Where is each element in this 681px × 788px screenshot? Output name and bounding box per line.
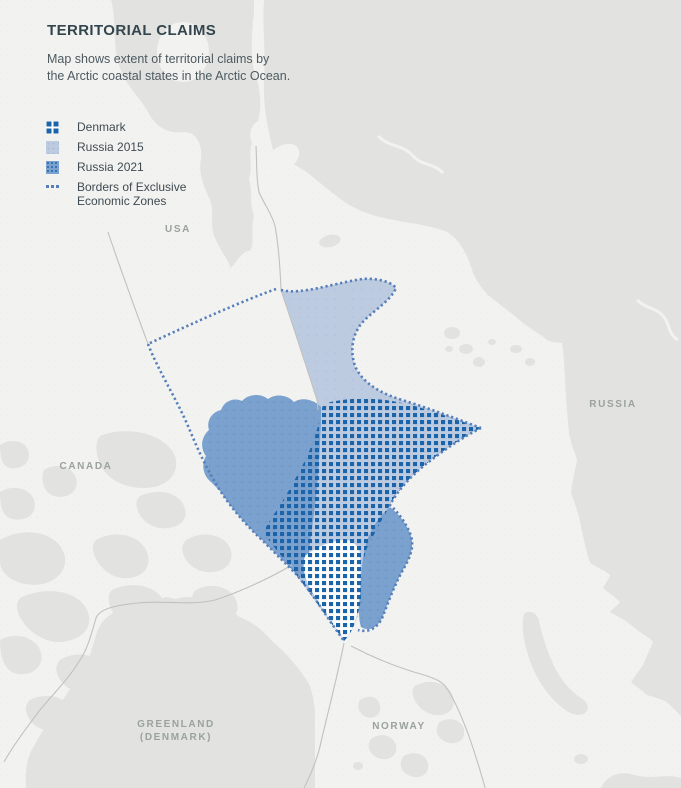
page-subtitle: Map shows extent of territorial claims b… bbox=[47, 51, 347, 85]
label-greenland-line1: GREENLAND bbox=[137, 719, 215, 730]
claims bbox=[202, 278, 481, 641]
subtitle-line2: the Arctic coastal states in the Arctic … bbox=[47, 69, 291, 83]
legend-item-russia-2021: Russia 2021 bbox=[46, 160, 186, 174]
russia-2021-swatch-icon bbox=[46, 160, 59, 174]
coastal-inlets bbox=[157, 22, 679, 342]
legend-label-denmark: Denmark bbox=[77, 120, 126, 134]
legend-label-eez: Borders of Exclusive Economic Zones bbox=[77, 180, 186, 208]
russia-2015-swatch-icon bbox=[46, 140, 59, 154]
archipelago-svalbard bbox=[353, 681, 465, 778]
legend-item-denmark: Denmark bbox=[46, 120, 186, 134]
label-greenland-line2: (DENMARK) bbox=[140, 732, 212, 743]
landmass-alaska bbox=[111, 0, 261, 268]
eez-dotted-borders bbox=[146, 277, 482, 642]
archipelago-severnaya-zemlya bbox=[444, 327, 535, 367]
legend: Denmark Russia 2015 Russia 2021 Borders … bbox=[46, 120, 186, 214]
legend-item-eez: Borders of Exclusive Economic Zones bbox=[46, 180, 186, 208]
island-novaya-zemlya bbox=[522, 611, 588, 715]
legend-label-eez-line2: Economic Zones bbox=[77, 194, 167, 208]
label-usa: USA bbox=[165, 224, 191, 235]
boundary-norway-russia bbox=[350, 645, 486, 788]
legend-label-russia-2015: Russia 2015 bbox=[77, 140, 144, 154]
subtitle-line1: Map shows extent of territorial claims b… bbox=[47, 52, 270, 66]
landmass-greenland bbox=[25, 596, 315, 788]
page-title: TERRITORIAL CLAIMS bbox=[47, 22, 217, 39]
boundary-lines bbox=[3, 145, 486, 788]
country-labels: USA CANADA RUSSIA GREENLAND (DENMARK) NO… bbox=[60, 224, 636, 743]
boundary-usa-russia bbox=[255, 145, 319, 411]
label-canada: CANADA bbox=[60, 461, 113, 472]
island-wrangel bbox=[319, 234, 341, 248]
label-russia: RUSSIA bbox=[589, 399, 636, 410]
eez-border-left bbox=[146, 343, 223, 493]
legend-item-russia-2015: Russia 2015 bbox=[46, 140, 186, 154]
legend-label-russia-2021: Russia 2021 bbox=[77, 160, 144, 174]
eez-border-claims-right bbox=[357, 426, 482, 633]
boundary-canada-greenland bbox=[3, 564, 293, 763]
legend-label-eez-line1: Borders of Exclusive bbox=[77, 180, 187, 194]
eez-border-top-left bbox=[147, 287, 277, 346]
boundary-greenland-norway bbox=[303, 642, 345, 788]
denmark-pattern-swatch-icon bbox=[46, 120, 59, 134]
label-norway: NORWAY bbox=[372, 721, 426, 732]
header: TERRITORIAL CLAIMS Map shows extent of t… bbox=[47, 22, 347, 85]
eez-dotted-line-swatch-icon bbox=[46, 185, 59, 191]
boundary-usa-canada bbox=[107, 231, 149, 345]
landmass-russia-south bbox=[601, 773, 681, 788]
landmass-russia bbox=[263, 0, 681, 716]
island bbox=[574, 754, 588, 764]
